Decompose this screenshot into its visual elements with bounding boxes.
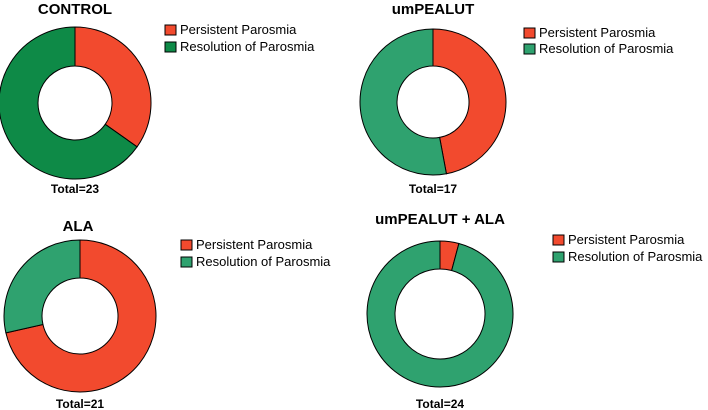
legend-label-persistent: Persistent Parosmia: [539, 25, 656, 40]
legend-swatch-resolution: [164, 41, 177, 53]
chart-title: umPEALUT + ALA: [375, 211, 505, 228]
chart-ala: ALA Total=21 Persistent Parosmia Resolut…: [3, 218, 331, 410]
chart-control: CONTROL Total=23 Persistent Parosmia Res…: [0, 1, 315, 196]
legend-swatch-resolution: [180, 256, 193, 268]
legend-swatch-resolution: [523, 43, 536, 55]
legend-swatch-persistent: [523, 27, 536, 39]
legend-label-persistent: Persistent Parosmia: [568, 232, 685, 247]
legend-swatch-resolution: [552, 251, 565, 263]
slice-resolution-of-parosmia: [359, 28, 447, 176]
slice-persistent-parosmia: [432, 28, 507, 175]
legend-label-persistent: Persistent Parosmia: [196, 237, 313, 252]
legend-label-resolution: Resolution of Parosmia: [568, 249, 703, 264]
total-label: Total=24: [416, 397, 464, 410]
chart-umpealut: umPEALUT Total=17 Persistent Parosmia Re…: [359, 1, 674, 196]
legend-label-resolution: Resolution of Parosmia: [196, 254, 331, 269]
legend-swatch-persistent: [180, 239, 193, 251]
donut: [359, 28, 507, 176]
legend: Persistent Parosmia Resolution of Parosm…: [164, 22, 315, 54]
legend: Persistent Parosmia Resolution of Parosm…: [523, 25, 674, 56]
legend: Persistent Parosmia Resolution of Parosm…: [552, 232, 703, 264]
donut: [3, 239, 157, 393]
total-label: Total=23: [51, 182, 99, 196]
legend-label-resolution: Resolution of Parosmia: [539, 41, 674, 56]
slice-persistent-parosmia: [74, 26, 152, 148]
legend-label-resolution: Resolution of Parosmia: [180, 39, 315, 54]
slice-persistent-parosmia: [5, 239, 157, 393]
legend: Persistent Parosmia Resolution of Parosm…: [180, 237, 331, 269]
slice-resolution-of-parosmia: [3, 239, 81, 334]
chart-title: CONTROL: [38, 1, 112, 18]
total-label: Total=21: [56, 397, 104, 410]
legend-label-persistent: Persistent Parosmia: [180, 22, 297, 37]
donut: [366, 240, 514, 388]
chart-title: umPEALUT: [392, 1, 475, 18]
slice-resolution-of-parosmia: [366, 240, 514, 388]
legend-swatch-persistent: [552, 234, 565, 246]
chart-umpealut-ala: umPEALUT + ALA Total=24 Persistent Paros…: [366, 211, 703, 410]
chart-title: ALA: [63, 218, 94, 235]
slice-resolution-of-parosmia: [0, 26, 138, 180]
donut: [0, 26, 152, 180]
legend-swatch-persistent: [164, 24, 177, 36]
total-label: Total=17: [409, 182, 457, 196]
